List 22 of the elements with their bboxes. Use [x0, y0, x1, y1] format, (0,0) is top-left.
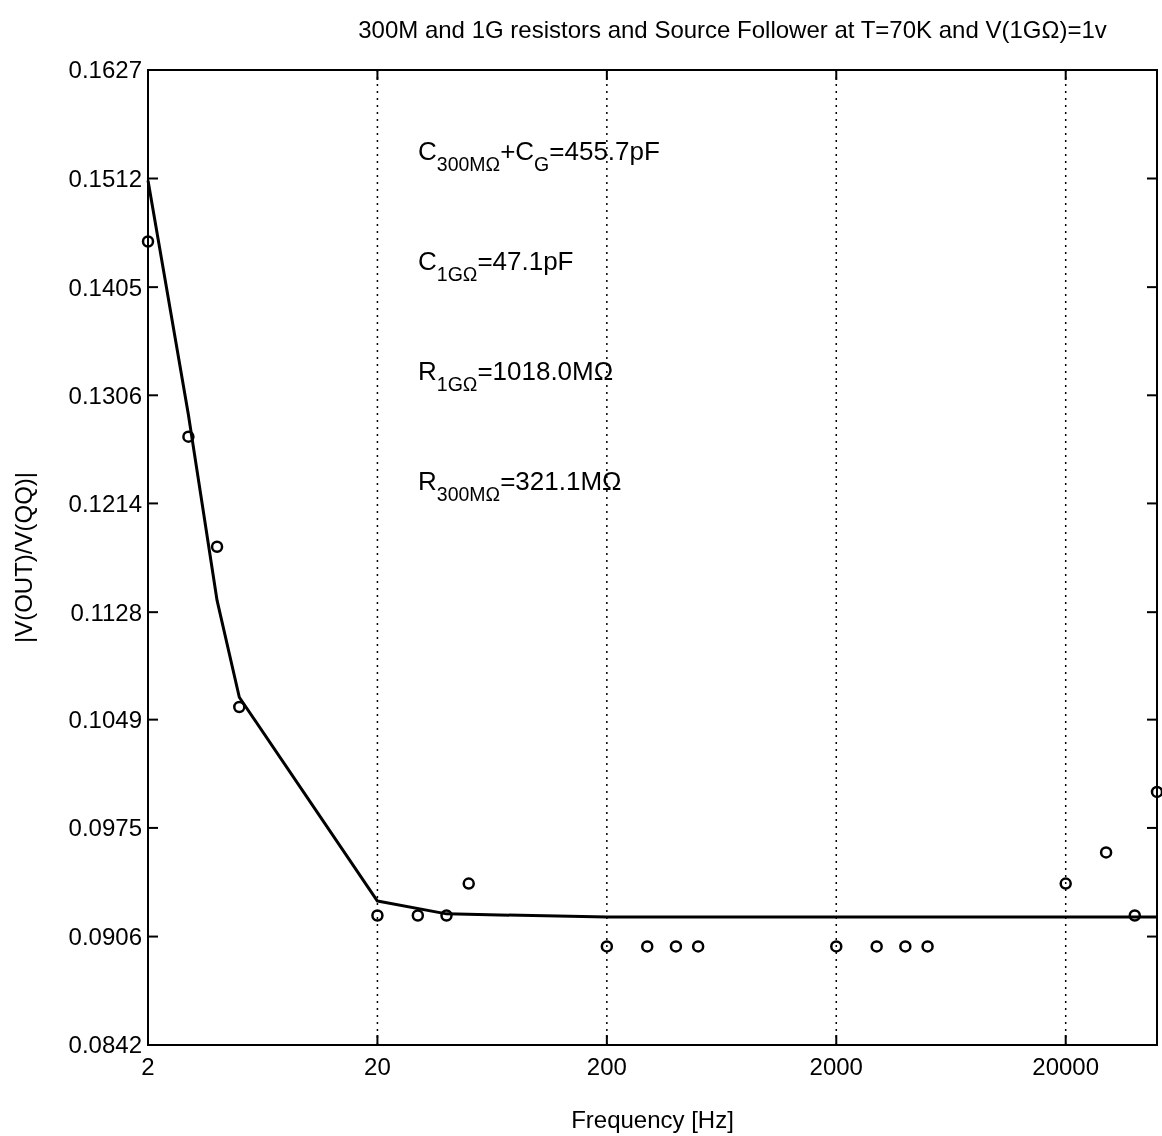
- x-axis-title: Frequency [Hz]: [571, 1106, 734, 1133]
- x-tick-label: 20000: [1032, 1053, 1100, 1080]
- y-tick-label: 0.1128: [70, 598, 142, 626]
- y-axis-title: |V(OUT)/V(QQ)|: [10, 471, 37, 644]
- y-tick-label: 0.1306: [68, 381, 142, 409]
- y-tick-label: 0.0906: [68, 922, 142, 950]
- y-tick-label: 0.1405: [68, 273, 142, 301]
- y-tick-label: 0.0842: [68, 1031, 142, 1059]
- x-tick-label: 200: [586, 1053, 627, 1080]
- y-tick-label: 0.1512: [68, 164, 142, 192]
- y-tick-label: 0.1214: [68, 489, 142, 517]
- y-tick-label: 0.0975: [68, 814, 142, 842]
- annotation: R$_{300MΩ}$=321.1MΩ: [418, 466, 622, 505]
- chart-title: 300M and 1G resistors and Source Follower at T=70K and V(1GΩ)=1v: [358, 16, 1107, 43]
- y-tick-label: 0.1049: [68, 706, 142, 734]
- x-tick-label: 20: [364, 1053, 391, 1080]
- x-tick-label: 2: [141, 1053, 155, 1080]
- y-tick-label: 0.1627: [68, 56, 142, 84]
- annotation: R$_{1GΩ}$=1018.0MΩ: [418, 356, 614, 395]
- annotation: C$_{1GΩ}$=47.1pF: [418, 246, 574, 285]
- x-tick-label: 2000: [809, 1053, 863, 1080]
- annotation: C$_{300MΩ}$+C$_{G}$=455.7pF: [418, 136, 660, 175]
